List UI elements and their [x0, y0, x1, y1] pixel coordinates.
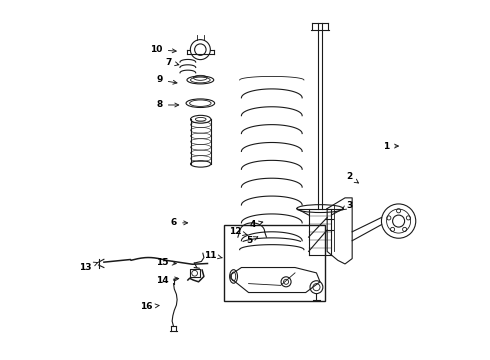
Text: 5: 5: [246, 236, 258, 245]
Text: 12: 12: [229, 227, 247, 236]
Text: 11: 11: [204, 251, 222, 260]
Text: 13: 13: [79, 262, 98, 272]
Text: 8: 8: [157, 100, 179, 109]
Text: 7: 7: [166, 58, 179, 67]
Text: 2: 2: [346, 172, 359, 183]
Text: 1: 1: [384, 141, 398, 150]
Text: 3: 3: [343, 201, 352, 210]
Bar: [223, 225, 325, 301]
Text: 10: 10: [150, 45, 176, 54]
Text: 4: 4: [249, 220, 263, 229]
Text: 14: 14: [155, 275, 179, 284]
Text: 16: 16: [140, 302, 159, 311]
Text: 6: 6: [171, 219, 188, 228]
Text: 15: 15: [156, 258, 176, 267]
Text: 9: 9: [156, 76, 177, 85]
